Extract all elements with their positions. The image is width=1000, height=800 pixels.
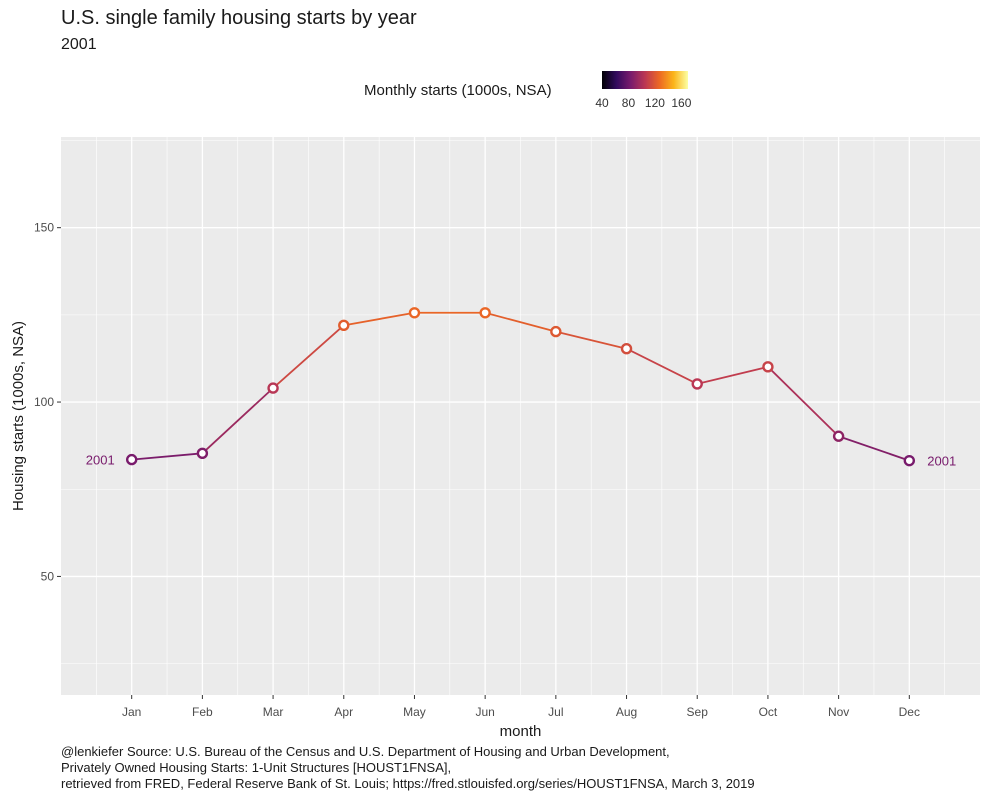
data-point (479, 307, 491, 319)
y-tick-label: 100 (34, 395, 54, 409)
series-line-segment (696, 365, 769, 385)
y-tick-label: 150 (34, 221, 54, 235)
caption-line-3: retrieved from FRED, Federal Reserve Ban… (61, 776, 755, 791)
x-tick-label: Oct (759, 705, 778, 719)
legend-title: Monthly starts (1000s, NSA) (364, 82, 552, 99)
data-point (620, 342, 633, 355)
x-tick-label: Nov (828, 705, 849, 719)
data-point (550, 325, 562, 338)
legend-colorbar (602, 71, 688, 89)
x-axis-title: month (500, 723, 542, 740)
y-tick-label: 50 (41, 569, 55, 583)
series-line-segment (554, 330, 628, 350)
data-point (267, 382, 279, 394)
chart-subtitle: 2001 (61, 36, 97, 53)
series-line-segment (201, 387, 274, 455)
chart-title: U.S. single family housing starts by yea… (61, 7, 417, 29)
x-tick-label: Sep (687, 705, 709, 719)
x-tick-label: Jan (122, 705, 141, 719)
series-line-segment (625, 347, 699, 385)
x-tick-label: Apr (334, 705, 353, 719)
y-axis-title: Housing starts (1000s, NSA) (10, 321, 27, 511)
chart-caption: @lenkiefer Source: U.S. Bureau of the Ce… (61, 744, 755, 792)
series-line-segment (484, 311, 557, 333)
legend-tick-label: 40 (595, 96, 609, 110)
data-point (196, 447, 209, 460)
x-tick-label: Mar (263, 705, 284, 719)
data-point (762, 361, 774, 373)
legend-tick-label: 160 (671, 96, 692, 110)
series-line-segment (837, 435, 911, 462)
caption-line-2: Privately Owned Housing Starts: 1-Unit S… (61, 760, 452, 775)
x-tick-label: Aug (616, 705, 637, 719)
data-point (903, 454, 916, 467)
data-point (408, 307, 421, 319)
x-tick-label: Jun (475, 705, 494, 719)
legend-tick-labels: 40 80 120 160 (595, 96, 702, 110)
series-line-segment (767, 365, 840, 438)
caption-line-1: @lenkiefer Source: U.S. Bureau of the Ce… (61, 744, 670, 759)
data-point (832, 430, 845, 442)
x-tick-label: Jul (548, 705, 563, 719)
data-point (691, 378, 703, 390)
x-tick-label: Dec (899, 705, 920, 719)
series-line-segment (130, 452, 204, 461)
series-line-segment (272, 324, 345, 390)
legend-tick-label: 120 (644, 96, 665, 110)
data-point (125, 453, 138, 466)
x-tick-label: May (403, 705, 426, 719)
legend-tick-label: 80 (621, 96, 636, 110)
series-end-label: 2001 (927, 454, 956, 469)
x-tick-label: Feb (192, 705, 213, 719)
data-point (338, 319, 350, 332)
series-line-segment (342, 311, 416, 327)
series-start-label: 2001 (86, 453, 115, 468)
